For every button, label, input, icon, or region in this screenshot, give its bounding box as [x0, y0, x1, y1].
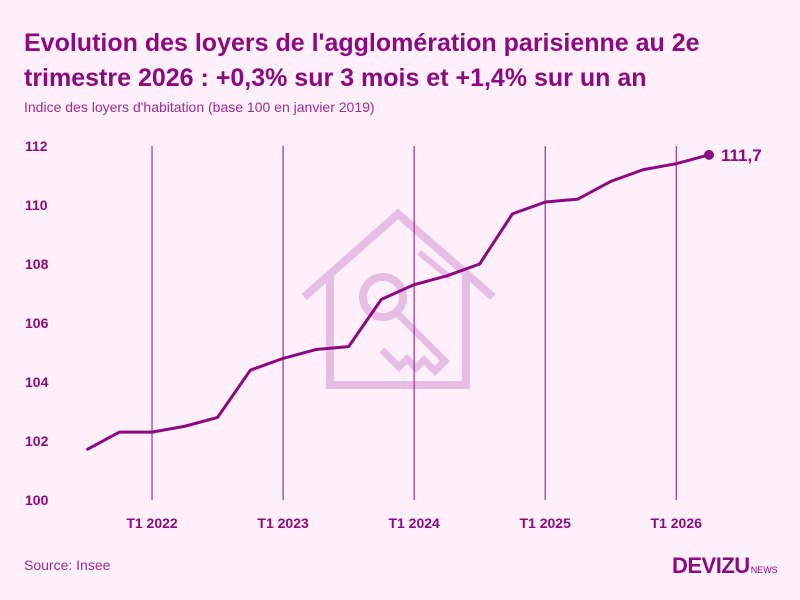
brand-suffix: NEWS [750, 565, 778, 575]
x-tick-label: T1 2026 [651, 515, 703, 531]
y-tick-label: 106 [25, 315, 49, 331]
x-axis: T1 2022 T1 2023 T1 2024 T1 2025 T1 2026 [126, 515, 702, 531]
y-tick-label: 104 [25, 374, 49, 390]
series-line-path [85, 153, 710, 452]
y-tick-label: 110 [25, 197, 48, 213]
y-tick-label: 108 [25, 256, 49, 272]
chart-title: Evolution des loyers de l'agglomération … [24, 29, 700, 92]
source-note: Source: Insee [24, 557, 111, 573]
series-line [85, 153, 710, 452]
brand-logo: DEVIZUNEWS [672, 553, 778, 579]
y-tick-label: 102 [25, 433, 49, 449]
end-value-label: 111,7 [721, 146, 762, 165]
x-tick-label: T1 2024 [388, 515, 440, 531]
x-tick-label: T1 2023 [257, 515, 309, 531]
end-point-marker [704, 149, 714, 160]
y-tick-label: 100 [25, 492, 49, 508]
x-tick-label: T1 2022 [126, 515, 178, 531]
x-tick-label: T1 2025 [519, 515, 571, 531]
data-points: 111,7 [704, 146, 762, 165]
y-axis: 100 102 104 106 108 110 112 [25, 138, 49, 508]
chart-subtitle: Indice des loyers d'habitation (base 100… [24, 99, 375, 115]
y-tick-label: 112 [25, 138, 48, 154]
house-key-icon [301, 208, 496, 389]
brand-name: DEVIZU [672, 553, 750, 578]
vertical-gridlines [151, 146, 677, 500]
